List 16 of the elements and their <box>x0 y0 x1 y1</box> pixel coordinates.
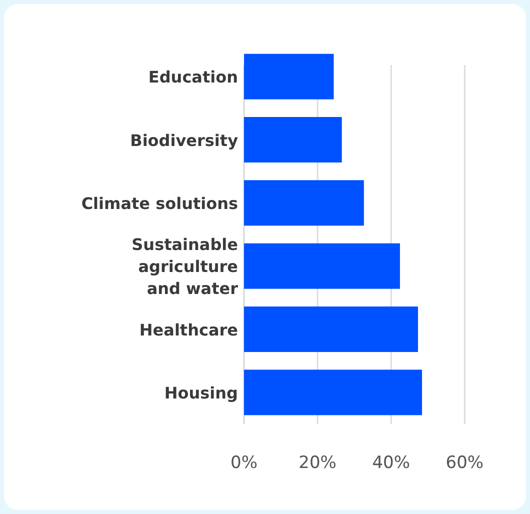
bar <box>244 306 418 352</box>
bar <box>244 180 364 226</box>
bar <box>244 370 422 416</box>
x-tick-label: 40% <box>372 453 410 473</box>
y-tick-label: Biodiversity <box>130 130 239 150</box>
bar <box>244 243 400 289</box>
x-tick-label: 60% <box>446 453 484 473</box>
x-tick-label: 20% <box>298 453 336 473</box>
x-tick-label: 0% <box>230 453 258 473</box>
y-tick-label: Housing <box>164 382 238 402</box>
bar <box>244 54 334 100</box>
y-tick-label: Education <box>148 67 238 86</box>
y-tick-label: Climate solutions <box>81 193 238 212</box>
y-tick-label: Healthcare <box>139 320 238 339</box>
y-tick-label: Sustainable agriculture and water <box>132 234 238 298</box>
bar <box>244 117 342 162</box>
